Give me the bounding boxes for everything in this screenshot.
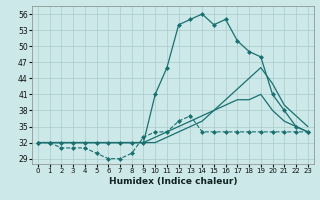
X-axis label: Humidex (Indice chaleur): Humidex (Indice chaleur) (108, 177, 237, 186)
